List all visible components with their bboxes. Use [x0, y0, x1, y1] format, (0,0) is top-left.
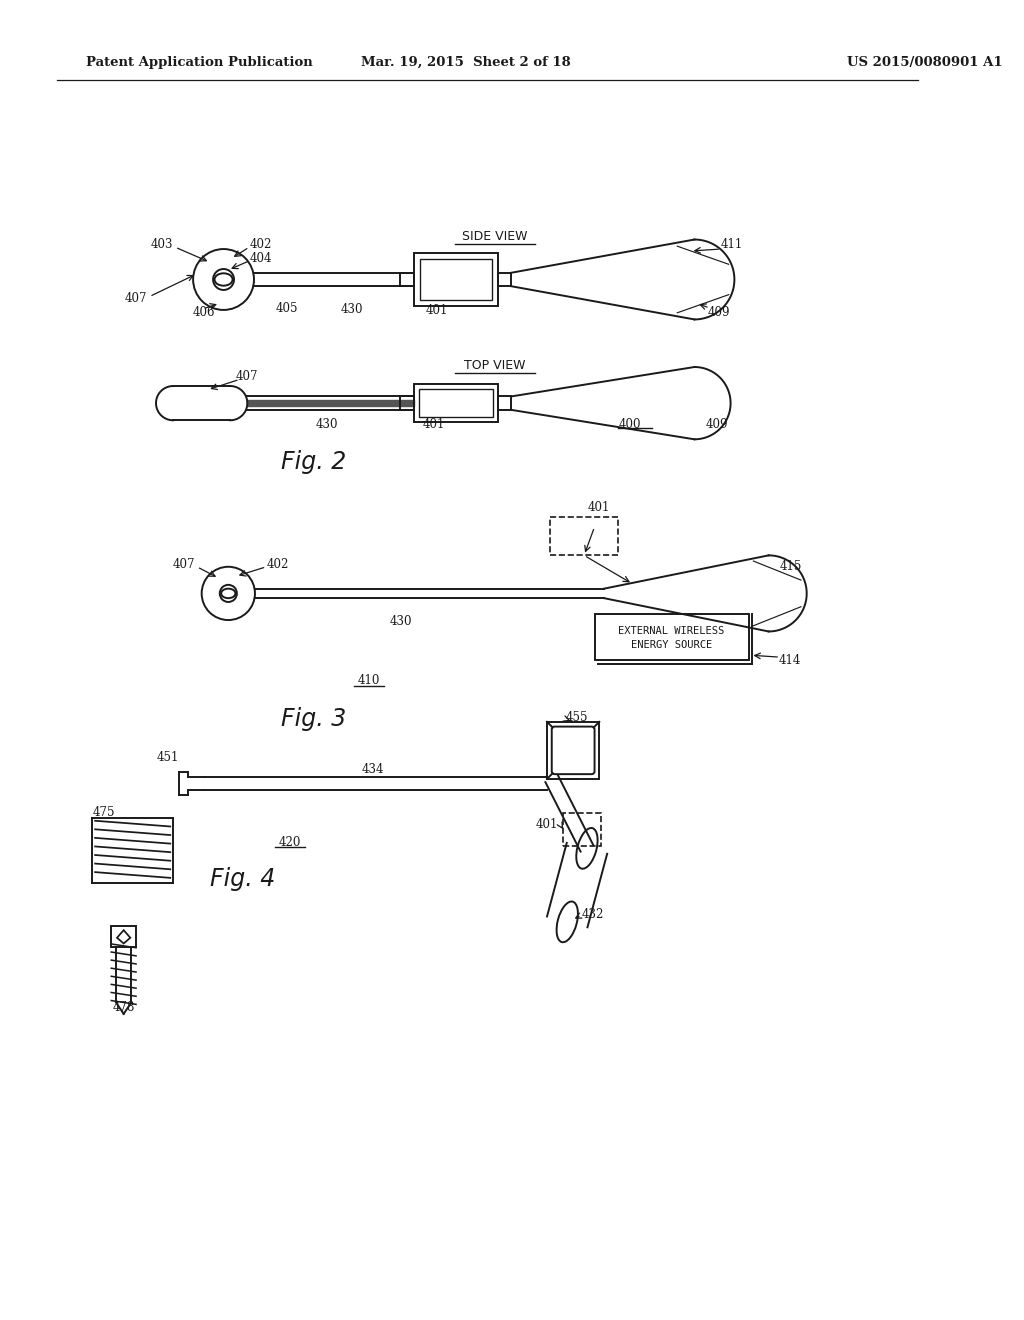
Text: 434: 434: [361, 763, 384, 776]
Text: 409: 409: [708, 306, 730, 319]
Text: Fig. 2: Fig. 2: [282, 450, 346, 474]
Text: 415: 415: [780, 560, 803, 573]
Bar: [420, 259, 492, 301]
Bar: [112, 927, 136, 948]
Text: 404: 404: [249, 252, 271, 265]
Text: 407: 407: [172, 558, 195, 572]
Text: Fig. 3: Fig. 3: [282, 708, 346, 731]
Text: 420: 420: [279, 836, 301, 849]
Bar: [419, 389, 493, 417]
Text: 455: 455: [566, 710, 589, 723]
Text: 432: 432: [582, 908, 604, 921]
Text: SIDE VIEW: SIDE VIEW: [462, 230, 527, 243]
Bar: [498, 273, 511, 286]
Bar: [400, 273, 414, 286]
Text: 402: 402: [266, 558, 289, 572]
Text: TOP VIEW: TOP VIEW: [464, 359, 525, 372]
Text: 410: 410: [358, 675, 380, 688]
Text: 430: 430: [315, 417, 338, 430]
Text: 411: 411: [721, 238, 743, 251]
Text: Mar. 19, 2015  Sheet 2 of 18: Mar. 19, 2015 Sheet 2 of 18: [361, 55, 571, 69]
Text: 401: 401: [588, 502, 610, 515]
Text: 478: 478: [113, 1001, 135, 1014]
Text: 407: 407: [125, 292, 147, 305]
Text: 414: 414: [778, 653, 801, 667]
Text: 451: 451: [157, 751, 179, 763]
Text: 405: 405: [275, 301, 298, 314]
Text: 407: 407: [236, 370, 258, 383]
Text: 475: 475: [92, 805, 115, 818]
Text: 406: 406: [193, 306, 215, 319]
Text: 401: 401: [425, 305, 447, 317]
Text: Patent Application Publication: Patent Application Publication: [86, 55, 312, 69]
Text: 401: 401: [536, 818, 558, 832]
Text: 430: 430: [390, 615, 413, 628]
Text: 400: 400: [618, 417, 641, 430]
Text: 402: 402: [249, 238, 271, 251]
Text: ENERGY SOURCE: ENERGY SOURCE: [631, 640, 713, 649]
Bar: [414, 253, 498, 306]
Text: 430: 430: [341, 304, 364, 317]
Text: Fig. 4: Fig. 4: [210, 867, 275, 891]
Bar: [414, 384, 498, 422]
Text: EXTERNAL WIRELESS: EXTERNAL WIRELESS: [618, 626, 725, 635]
Bar: [550, 517, 618, 556]
Text: US 2015/0080901 A1: US 2015/0080901 A1: [847, 55, 1002, 69]
Text: 401: 401: [422, 417, 444, 430]
Text: 409: 409: [706, 417, 728, 430]
Bar: [595, 614, 749, 660]
Bar: [563, 813, 601, 846]
Bar: [498, 396, 511, 409]
Bar: [400, 396, 414, 409]
Text: 403: 403: [151, 238, 173, 251]
